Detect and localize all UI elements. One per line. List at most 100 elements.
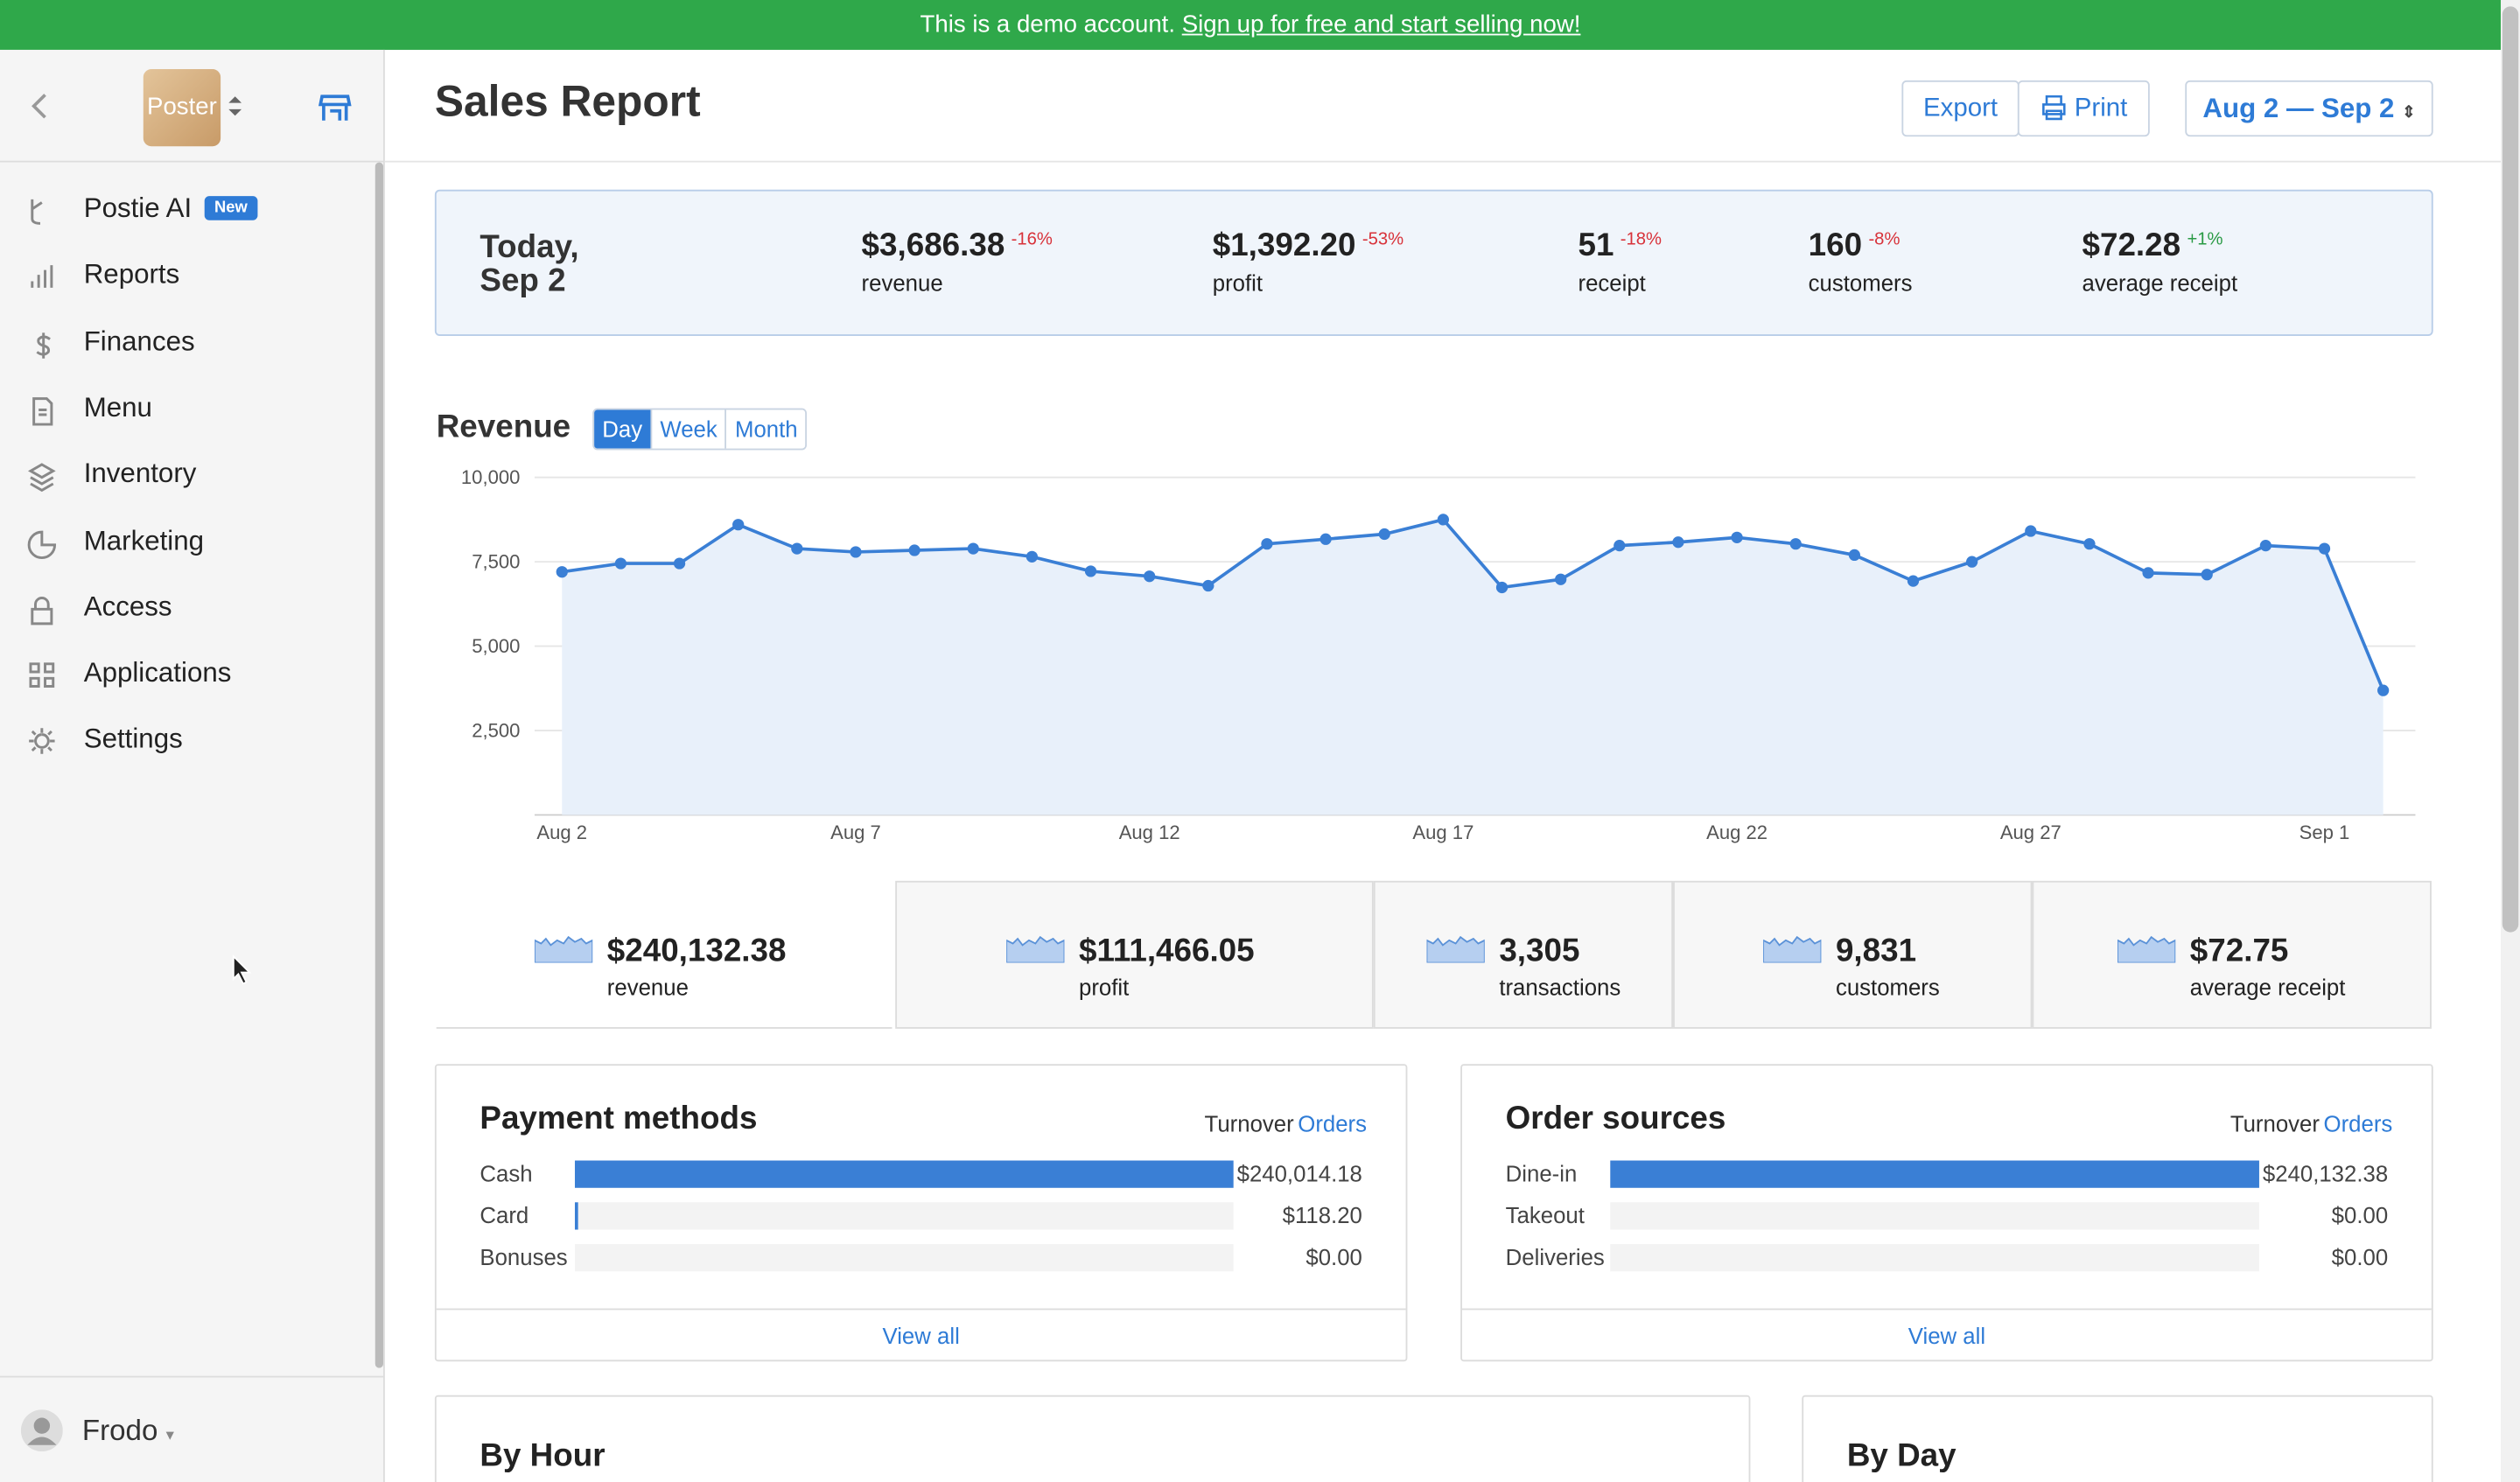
by-hour-card: By Hour bbox=[434, 1395, 1751, 1482]
print-label: Print bbox=[2074, 94, 2128, 122]
metric-value: 51 bbox=[1578, 227, 1614, 264]
point bbox=[556, 566, 568, 578]
menu-item[interactable]: Finances bbox=[84, 325, 195, 358]
banner-text: This is a demo account. bbox=[920, 10, 1176, 39]
point bbox=[732, 519, 745, 531]
toggle-orders[interactable]: Orders bbox=[2323, 1110, 2393, 1136]
store-icon[interactable] bbox=[318, 90, 353, 125]
metric-label: profit bbox=[1212, 269, 1264, 297]
view-all-link[interactable]: View all bbox=[1908, 1323, 1986, 1349]
point bbox=[2377, 684, 2390, 696]
logo-switch[interactable] bbox=[226, 94, 245, 119]
metric: 51 -18% receipt bbox=[1578, 228, 1662, 296]
metric-change: +1% bbox=[2187, 229, 2223, 249]
menu-icon bbox=[36, 332, 51, 358]
menu-item[interactable]: Marketing bbox=[84, 525, 204, 557]
row-label: Takeout bbox=[1505, 1202, 1585, 1228]
metric-label: revenue bbox=[861, 269, 943, 297]
total-value: $72.75 bbox=[2189, 933, 2289, 969]
bar-track bbox=[574, 1244, 1234, 1272]
total-label: profit bbox=[1079, 974, 1130, 1000]
metric-value: 160 bbox=[1808, 227, 1863, 264]
row-label: Cash bbox=[480, 1160, 533, 1186]
print-button[interactable]: Print bbox=[2017, 80, 2150, 137]
cursor bbox=[232, 954, 252, 985]
metric-row: $1,392.20 -53% bbox=[1213, 228, 1404, 265]
row-label: Bonuses bbox=[480, 1244, 568, 1270]
point bbox=[2259, 540, 2272, 552]
period-tab[interactable]: Month bbox=[724, 409, 806, 449]
row-value: $240,132.38 bbox=[2262, 1160, 2389, 1186]
icon-shape bbox=[31, 596, 53, 625]
section-title: By Day bbox=[1846, 1438, 1956, 1474]
menu-icon bbox=[31, 199, 43, 225]
metric-change: -18% bbox=[1620, 229, 1662, 249]
menu-icon bbox=[27, 463, 56, 493]
point bbox=[614, 557, 627, 570]
menu-item[interactable]: Postie AI New bbox=[84, 192, 257, 225]
toggle-turnover[interactable]: Turnover bbox=[2230, 1110, 2320, 1136]
section-title: By Hour bbox=[480, 1438, 606, 1474]
page-scrollbar[interactable] bbox=[2502, 6, 2519, 933]
x-tick-label: Aug 12 bbox=[1119, 821, 1180, 843]
period-tab[interactable]: Week bbox=[650, 409, 725, 449]
row-value: $118.20 bbox=[1282, 1202, 1362, 1228]
menu-label: Access bbox=[83, 591, 172, 622]
period-tab[interactable]: Day bbox=[594, 409, 651, 449]
total-card[interactable]: 3,305 transactions bbox=[1373, 880, 1674, 1029]
sparkline-icon bbox=[2117, 935, 2176, 963]
total-value: $240,132.38 bbox=[606, 933, 787, 969]
icon-shape bbox=[31, 199, 43, 225]
order-sources-card: Order sources Turnover Orders Dine-in $240,1… bbox=[1460, 1064, 2433, 1362]
icon-shape bbox=[2117, 935, 2176, 963]
metric-change: -8% bbox=[1868, 229, 1900, 249]
sparkline-icon bbox=[534, 935, 593, 963]
menu-icon bbox=[31, 265, 53, 289]
back-button[interactable] bbox=[25, 90, 51, 122]
menu-item[interactable]: Reports bbox=[84, 259, 180, 291]
total-label: revenue bbox=[606, 974, 689, 1000]
menu-item[interactable]: Menu bbox=[84, 392, 152, 424]
view-all-link[interactable]: View all bbox=[882, 1323, 960, 1349]
icon-shape bbox=[27, 463, 56, 493]
row-label: Deliveries bbox=[1505, 1244, 1605, 1270]
total-label: transactions bbox=[1499, 974, 1621, 1000]
total-card[interactable]: $240,132.38 revenue bbox=[436, 880, 892, 1029]
icon-shape bbox=[1763, 935, 1822, 963]
metric-value: $3,686.38 bbox=[861, 227, 1005, 264]
today-text: Today, bbox=[480, 229, 579, 266]
point bbox=[673, 557, 686, 570]
scrollbar bbox=[374, 162, 383, 1368]
metric-row: $3,686.38 -16% bbox=[862, 228, 1053, 265]
toggle-orders[interactable]: Orders bbox=[1298, 1110, 1368, 1136]
area bbox=[562, 519, 2384, 815]
point bbox=[1144, 570, 1156, 583]
menu-item[interactable]: Access bbox=[84, 591, 172, 624]
total-card[interactable]: $111,466.05 profit bbox=[895, 880, 1374, 1029]
footer-divider bbox=[436, 1308, 1406, 1311]
menu-icon bbox=[29, 662, 55, 689]
user-menu[interactable]: Frodo ▾ bbox=[81, 1414, 174, 1447]
row-value: $0.00 bbox=[2331, 1244, 2389, 1270]
total-card[interactable]: 9,831 customers bbox=[1673, 880, 2033, 1029]
toggle-turnover[interactable]: Turnover bbox=[1204, 1110, 1294, 1136]
menu-item[interactable]: Applications bbox=[84, 658, 232, 690]
metric: $1,392.20 -53% profit bbox=[1213, 228, 1404, 296]
point bbox=[1555, 573, 1567, 585]
menu-item[interactable]: Settings bbox=[84, 724, 183, 757]
demo-banner: This is a demo account. Sign up for free… bbox=[0, 0, 2501, 50]
date-range[interactable]: Aug 2 — Sep 2 ⇕ bbox=[2185, 80, 2433, 137]
point bbox=[791, 542, 803, 555]
icon-shape bbox=[29, 729, 55, 755]
point bbox=[1202, 579, 1214, 592]
page-scrollbar-track bbox=[2500, 0, 2520, 1482]
icon-shape bbox=[27, 529, 57, 559]
icon-shape bbox=[31, 265, 53, 289]
total-card[interactable]: $72.75 average receipt bbox=[2032, 880, 2432, 1029]
logo[interactable]: Poster bbox=[143, 69, 221, 147]
menu-item[interactable]: Inventory bbox=[84, 458, 197, 491]
bar-track bbox=[1610, 1202, 2259, 1230]
signup-link[interactable]: Sign up for free and start selling now! bbox=[1181, 10, 1581, 39]
export-button[interactable]: Export bbox=[1901, 80, 2020, 137]
